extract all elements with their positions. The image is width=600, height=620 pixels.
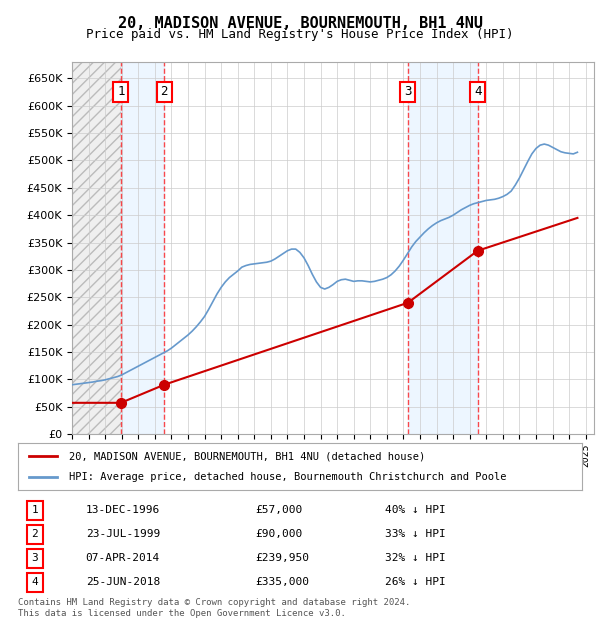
Bar xyxy=(408,62,478,434)
Text: 23-JUL-1999: 23-JUL-1999 xyxy=(86,529,160,539)
Text: £57,000: £57,000 xyxy=(255,505,302,515)
Text: 1: 1 xyxy=(117,86,125,98)
Text: 07-APR-2014: 07-APR-2014 xyxy=(86,553,160,563)
Text: Price paid vs. HM Land Registry's House Price Index (HPI): Price paid vs. HM Land Registry's House … xyxy=(86,28,514,41)
Text: 2: 2 xyxy=(160,86,168,98)
Text: 1: 1 xyxy=(32,505,38,515)
Text: 20, MADISON AVENUE, BOURNEMOUTH, BH1 4NU (detached house): 20, MADISON AVENUE, BOURNEMOUTH, BH1 4NU… xyxy=(69,451,425,461)
Text: Contains HM Land Registry data © Crown copyright and database right 2024.
This d: Contains HM Land Registry data © Crown c… xyxy=(18,598,410,618)
Text: 3: 3 xyxy=(32,553,38,563)
Text: 4: 4 xyxy=(32,577,38,587)
Bar xyxy=(72,62,121,434)
Text: 33% ↓ HPI: 33% ↓ HPI xyxy=(385,529,445,539)
Text: 32% ↓ HPI: 32% ↓ HPI xyxy=(385,553,445,563)
Bar xyxy=(72,62,121,434)
Text: HPI: Average price, detached house, Bournemouth Christchurch and Poole: HPI: Average price, detached house, Bour… xyxy=(69,472,506,482)
Text: 13-DEC-1996: 13-DEC-1996 xyxy=(86,505,160,515)
Text: 4: 4 xyxy=(474,86,481,98)
Text: 40% ↓ HPI: 40% ↓ HPI xyxy=(385,505,445,515)
Text: 20, MADISON AVENUE, BOURNEMOUTH, BH1 4NU: 20, MADISON AVENUE, BOURNEMOUTH, BH1 4NU xyxy=(118,16,482,30)
Text: 3: 3 xyxy=(404,86,412,98)
Text: £239,950: £239,950 xyxy=(255,553,309,563)
Text: 26% ↓ HPI: 26% ↓ HPI xyxy=(385,577,445,587)
Text: £90,000: £90,000 xyxy=(255,529,302,539)
Text: £335,000: £335,000 xyxy=(255,577,309,587)
Text: 25-JUN-2018: 25-JUN-2018 xyxy=(86,577,160,587)
Bar xyxy=(121,62,164,434)
Text: 2: 2 xyxy=(32,529,38,539)
